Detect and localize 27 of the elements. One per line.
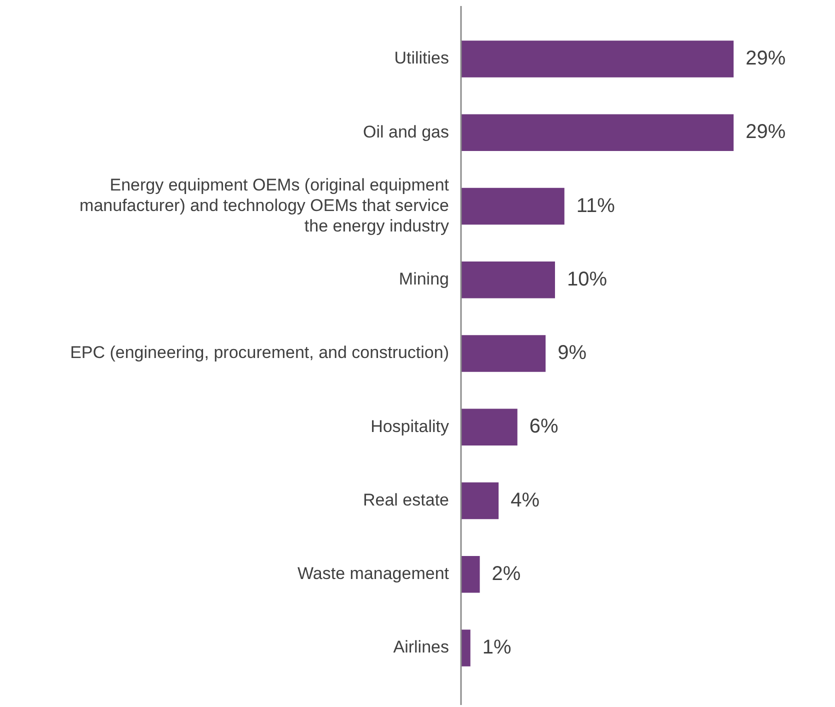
data-label: 10% xyxy=(567,268,608,290)
data-label: 9% xyxy=(558,342,587,364)
bar xyxy=(461,40,734,78)
y-tick-label: Utilities xyxy=(394,48,449,68)
bar xyxy=(461,335,546,372)
data-label: 2% xyxy=(492,562,521,585)
bar xyxy=(461,114,734,152)
bar xyxy=(461,188,564,225)
y-tick-label: Real estate xyxy=(363,490,449,510)
data-label: 29% xyxy=(746,121,786,144)
data-label: 6% xyxy=(529,416,559,438)
y-tick-label: Airlines xyxy=(393,638,449,657)
y-tick-label: EPC (engineering, procurement, and construction) xyxy=(70,343,449,362)
y-tick-label: Oil and gas xyxy=(363,122,449,142)
data-label: 1% xyxy=(482,636,512,659)
y-tick-label: Energy equipment OEMs (original equipment manufacturer) and technology OEMs that service the energy industry xyxy=(80,176,450,236)
bar xyxy=(461,482,499,520)
data-label: 11% xyxy=(576,194,616,217)
y-tick-label: Hospitality xyxy=(370,416,450,436)
bar xyxy=(461,556,480,593)
y-tick-label: Waste management xyxy=(298,564,450,584)
data-label: 4% xyxy=(510,489,540,512)
y-tick-label: Mining xyxy=(398,270,449,289)
bar xyxy=(461,261,555,298)
bar xyxy=(461,630,470,666)
bar xyxy=(461,408,518,446)
data-label: 29% xyxy=(746,48,786,70)
